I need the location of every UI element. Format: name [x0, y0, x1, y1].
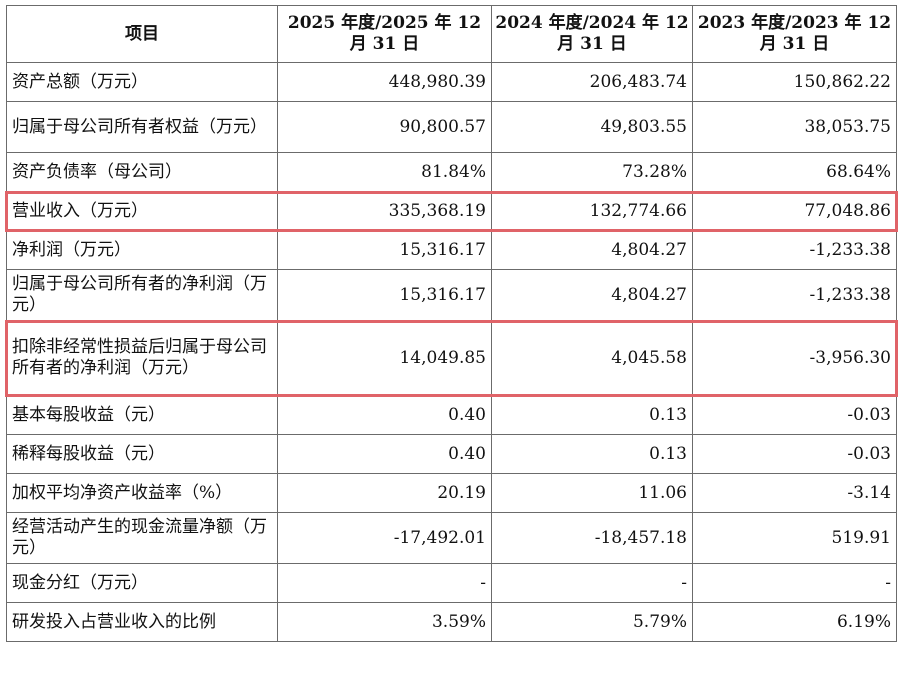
table-row: 资产负债率（母公司） 81.84% 73.28% 68.64% [6, 152, 897, 192]
value-2023: 77,048.86 [692, 191, 897, 231]
row-label: 归属于母公司所有者的净利润（万元） [6, 269, 278, 321]
row-label: 扣除非经常性损益后归属于母公司所有者的净利润（万元） [6, 320, 278, 396]
table-row: 归属于母公司所有者权益（万元） 90,800.57 49,803.55 38,0… [6, 101, 897, 153]
value-2024: 206,483.74 [491, 62, 693, 102]
row-label: 净利润（万元） [6, 230, 278, 270]
value-2024: -18,457.18 [491, 512, 693, 564]
table-row: 资产总额（万元） 448,980.39 206,483.74 150,862.2… [6, 62, 897, 102]
value-2023: -1,233.38 [692, 230, 897, 270]
value-2024: 73.28% [491, 152, 693, 192]
row-label: 研发投入占营业收入的比例 [6, 602, 278, 642]
value-2025: 20.19 [277, 473, 492, 513]
table-row: 现金分红（万元） - - - [6, 563, 897, 603]
value-2024: 4,804.27 [491, 269, 693, 321]
value-2023: 519.91 [692, 512, 897, 564]
value-2023: -3.14 [692, 473, 897, 513]
table-row: 经营活动产生的现金流量净额（万元） -17,492.01 -18,457.18 … [6, 512, 897, 564]
value-2024: 4,045.58 [491, 320, 693, 396]
value-2024: 5.79% [491, 602, 693, 642]
row-label: 归属于母公司所有者权益（万元） [6, 101, 278, 153]
value-2025: 448,980.39 [277, 62, 492, 102]
value-2023: 6.19% [692, 602, 897, 642]
row-label: 加权平均净资产收益率（%） [6, 473, 278, 513]
value-2023: -0.03 [692, 395, 897, 435]
value-2025: 0.40 [277, 395, 492, 435]
table-row: 加权平均净资产收益率（%） 20.19 11.06 -3.14 [6, 473, 897, 513]
value-2025: 15,316.17 [277, 230, 492, 270]
header-2023: 2023 年度/2023 年 12 月 31 日 [692, 5, 897, 63]
row-label: 资产负债率（母公司） [6, 152, 278, 192]
value-2023: - [692, 563, 897, 603]
value-2023: 38,053.75 [692, 101, 897, 153]
value-2025: 335,368.19 [277, 191, 492, 231]
row-label: 资产总额（万元） [6, 62, 278, 102]
header-2024: 2024 年度/2024 年 12 月 31 日 [491, 5, 693, 63]
value-2023: 68.64% [692, 152, 897, 192]
financial-data-table: 项目 2025 年度/2025 年 12 月 31 日 2024 年度/2024… [6, 5, 897, 642]
table-row: 研发投入占营业收入的比例 3.59% 5.79% 6.19% [6, 602, 897, 642]
value-2025: 0.40 [277, 434, 492, 474]
header-item: 项目 [6, 5, 278, 63]
row-label: 营业收入（万元） [6, 191, 278, 231]
table-row: 营业收入（万元） 335,368.19 132,774.66 77,048.86 [6, 191, 897, 231]
row-label: 经营活动产生的现金流量净额（万元） [6, 512, 278, 564]
value-2025: 15,316.17 [277, 269, 492, 321]
value-2025: 90,800.57 [277, 101, 492, 153]
table-row: 稀释每股收益（元） 0.40 0.13 -0.03 [6, 434, 897, 474]
value-2025: - [277, 563, 492, 603]
table-row: 净利润（万元） 15,316.17 4,804.27 -1,233.38 [6, 230, 897, 270]
table-row: 扣除非经常性损益后归属于母公司所有者的净利润（万元） 14,049.85 4,0… [6, 320, 897, 396]
row-label: 稀释每股收益（元） [6, 434, 278, 474]
value-2024: 11.06 [491, 473, 693, 513]
table-row: 归属于母公司所有者的净利润（万元） 15,316.17 4,804.27 -1,… [6, 269, 897, 321]
row-label: 基本每股收益（元） [6, 395, 278, 435]
value-2024: 132,774.66 [491, 191, 693, 231]
value-2025: -17,492.01 [277, 512, 492, 564]
value-2023: -3,956.30 [692, 320, 897, 396]
value-2024: 0.13 [491, 395, 693, 435]
row-label: 现金分红（万元） [6, 563, 278, 603]
header-2025: 2025 年度/2025 年 12 月 31 日 [277, 5, 492, 63]
value-2025: 81.84% [277, 152, 492, 192]
value-2025: 3.59% [277, 602, 492, 642]
value-2023: -1,233.38 [692, 269, 897, 321]
value-2025: 14,049.85 [277, 320, 492, 396]
table-row: 基本每股收益（元） 0.40 0.13 -0.03 [6, 395, 897, 435]
value-2024: 49,803.55 [491, 101, 693, 153]
value-2023: 150,862.22 [692, 62, 897, 102]
value-2023: -0.03 [692, 434, 897, 474]
value-2024: 4,804.27 [491, 230, 693, 270]
value-2024: - [491, 563, 693, 603]
value-2024: 0.13 [491, 434, 693, 474]
table-header-row: 项目 2025 年度/2025 年 12 月 31 日 2024 年度/2024… [6, 5, 897, 63]
